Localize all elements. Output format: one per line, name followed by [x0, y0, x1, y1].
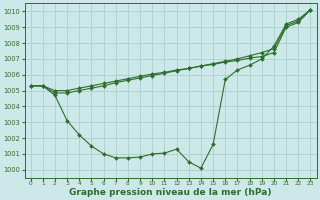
X-axis label: Graphe pression niveau de la mer (hPa): Graphe pression niveau de la mer (hPa) [69, 188, 272, 197]
